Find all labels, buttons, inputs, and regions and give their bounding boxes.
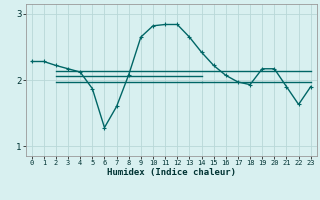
X-axis label: Humidex (Indice chaleur): Humidex (Indice chaleur)	[107, 168, 236, 177]
